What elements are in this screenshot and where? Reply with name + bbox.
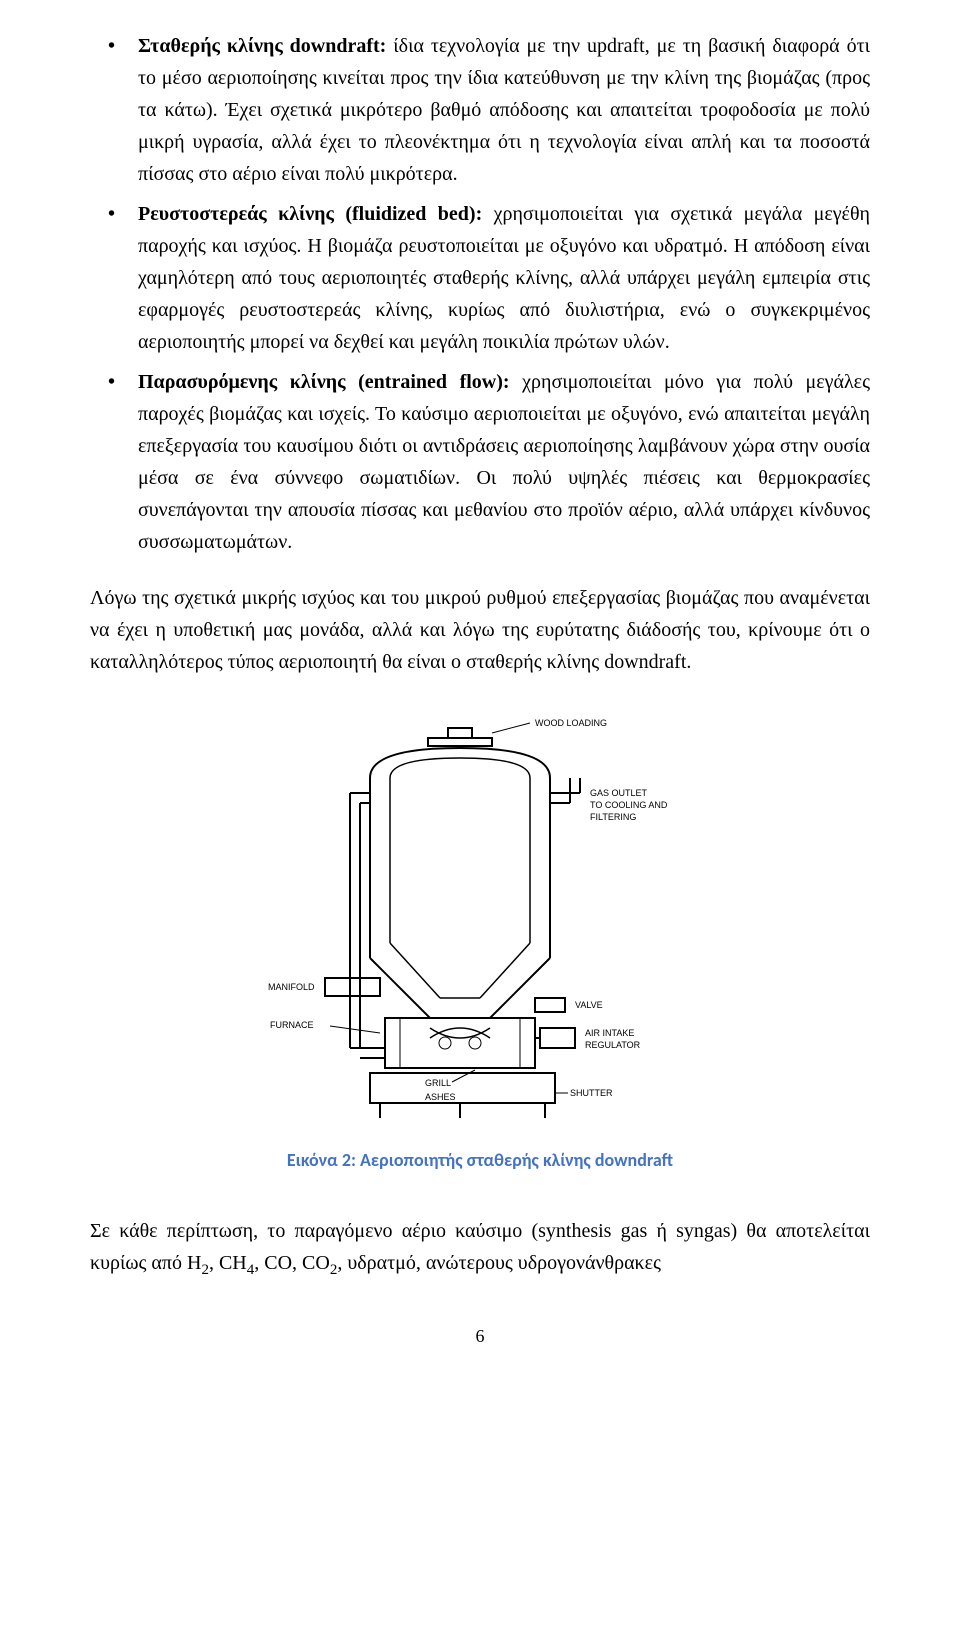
bullet-item-1: Σταθερής κλίνης downdraft: ίδια τεχνολογ… xyxy=(90,30,870,190)
label-ashes: ASHES xyxy=(425,1092,456,1102)
bullet-text-2: χρησιμοποιείται για σχετικά μεγάλα μεγέθ… xyxy=(138,203,870,353)
label-air-2: REGULATOR xyxy=(585,1040,641,1050)
label-grill: GRILL xyxy=(425,1078,451,1088)
label-furnace: FURNACE xyxy=(270,1020,314,1030)
bullet-title-2: Ρευστοστερεάς κλίνης (fluidized bed): xyxy=(138,203,482,225)
p2-sub1: 2 xyxy=(201,1262,209,1278)
p2-part3: , CO, CO xyxy=(254,1252,330,1274)
figure-container: WOOD LOADING GAS OUTLET TO COOLING AND F… xyxy=(90,708,870,1175)
paragraph-2: Σε κάθε περίπτωση, το παραγόμενο αέριο κ… xyxy=(90,1215,870,1282)
label-manifold: MANIFOLD xyxy=(268,982,315,992)
bullet-item-3: Παρασυρόμενης κλίνης (entrained flow): χ… xyxy=(90,366,870,558)
label-wood-loading: WOOD LOADING xyxy=(535,718,607,728)
label-gas-outlet-2: TO COOLING AND xyxy=(590,800,668,810)
bullet-text-3: χρησιμοποιείται μόνο για πολύ μεγάλες πα… xyxy=(138,371,870,553)
bullet-title-3: Παρασυρόμενης κλίνης (entrained flow): xyxy=(138,371,510,393)
label-gas-outlet-3: FILTERING xyxy=(590,812,636,822)
bullet-list: Σταθερής κλίνης downdraft: ίδια τεχνολογ… xyxy=(90,30,870,558)
gasifier-diagram: WOOD LOADING GAS OUTLET TO COOLING AND F… xyxy=(230,708,730,1128)
bullet-text-1: ίδια τεχνολογία με την updraft, με τη βα… xyxy=(138,35,870,185)
bullet-title-1: Σταθερής κλίνης downdraft: xyxy=(138,35,386,57)
label-valve: VALVE xyxy=(575,1000,603,1010)
p2-part4: , υδρατμό, ανώτερους υδρογονάνθρακες xyxy=(337,1252,661,1274)
p2-part2: , CH xyxy=(209,1252,247,1274)
page-number: 6 xyxy=(90,1322,870,1351)
label-shutter: SHUTTER xyxy=(570,1088,613,1098)
figure-caption: Εικόνα 2: Αεριοποιητής σταθερής κλίνης d… xyxy=(287,1146,673,1175)
paragraph-1: Λόγω της σχετικά μικρής ισχύος και του μ… xyxy=(90,582,870,678)
label-air-1: AIR INTAKE xyxy=(585,1028,634,1038)
label-gas-outlet-1: GAS OUTLET xyxy=(590,788,648,798)
bullet-item-2: Ρευστοστερεάς κλίνης (fluidized bed): χρ… xyxy=(90,198,870,358)
